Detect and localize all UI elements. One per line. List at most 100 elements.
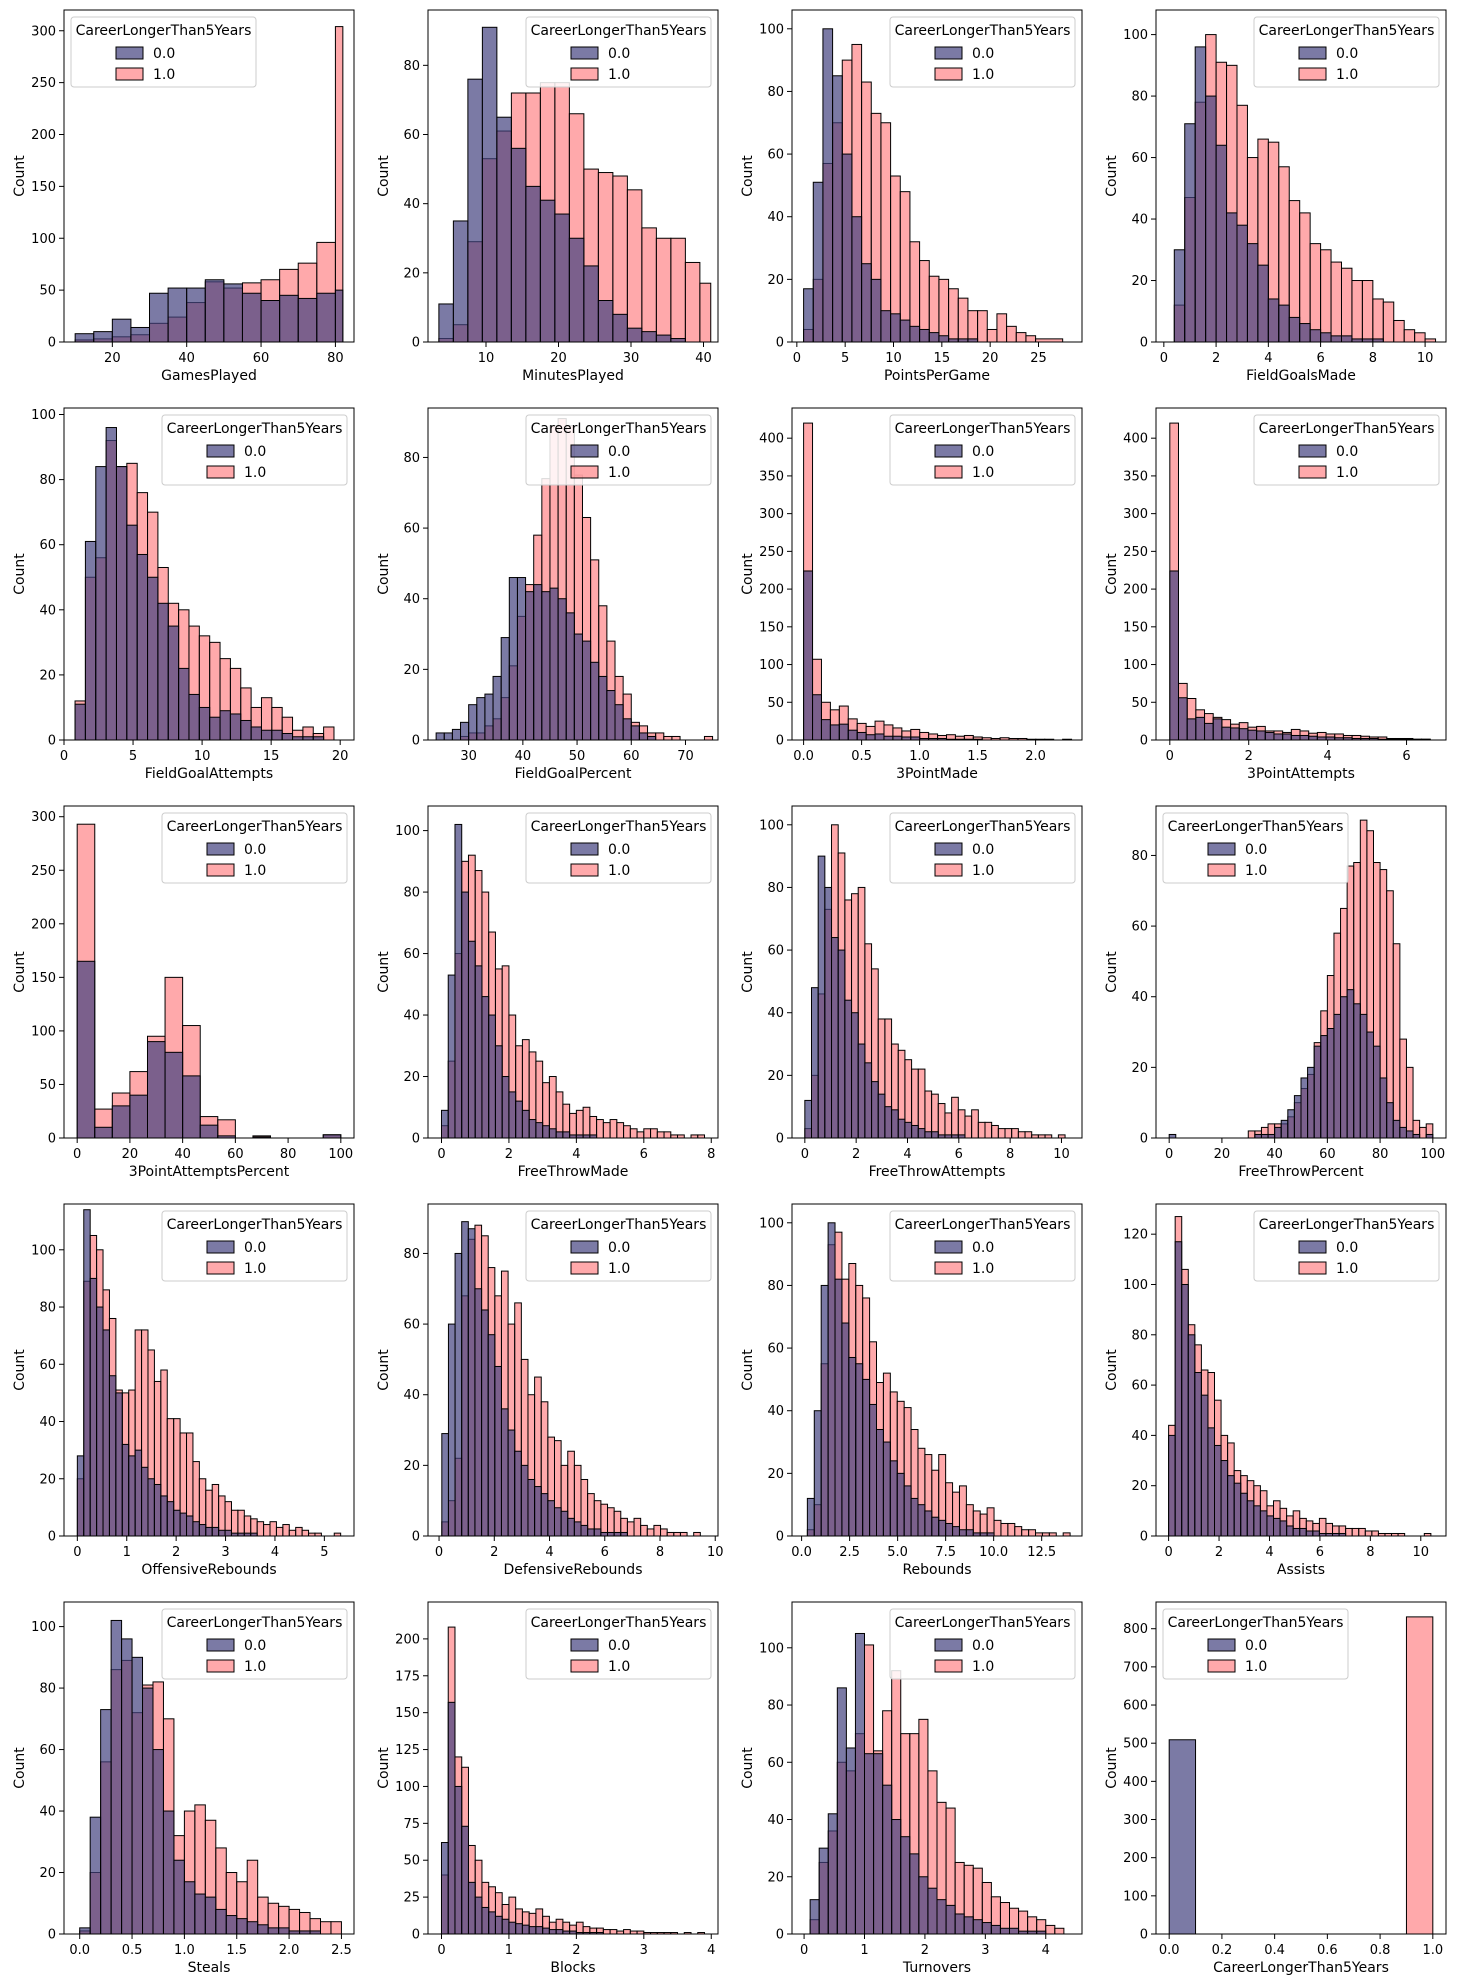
y-tick-label: 50	[403, 1854, 420, 1869]
y-tick-label: 50	[39, 284, 56, 299]
x-tick-label: 20	[982, 351, 999, 366]
x-axis-label: 3PointAttemptsPercent	[129, 1164, 290, 1180]
neg-bar	[179, 1512, 188, 1536]
y-tick-label: 150	[31, 971, 56, 986]
legend-title: CareerLongerThan5Years	[531, 819, 707, 835]
pos-bar	[948, 288, 959, 342]
bars-rebounds	[806, 1222, 1071, 1536]
pos-bar	[1386, 890, 1394, 1138]
neg-bar	[1187, 1334, 1196, 1536]
y-tick-label: 250	[31, 76, 56, 91]
y-tick-label: 150	[395, 1706, 420, 1721]
neg-bar	[487, 1334, 496, 1536]
x-tick-label: 60	[227, 1147, 244, 1162]
neg-bar	[896, 1472, 905, 1536]
y-tick-label: 40	[1131, 213, 1148, 228]
y-tick-label: 80	[403, 1247, 420, 1262]
neg-bar	[1425, 1133, 1434, 1138]
y-tick-label: 20	[1131, 1061, 1148, 1076]
pos-bar	[1045, 1924, 1056, 1934]
legend-label: 0.0	[244, 444, 266, 460]
y-tick-label: 100	[31, 232, 56, 247]
x-tick-label: 0	[60, 749, 68, 764]
bars-assists	[1168, 1216, 1432, 1536]
neg-bar	[865, 734, 876, 740]
neg-bar	[904, 1121, 913, 1138]
pos-bar	[666, 1531, 675, 1536]
neg-bar	[928, 332, 940, 342]
pos-bar	[663, 735, 673, 740]
x-tick-label: 4	[271, 1545, 279, 1560]
chart-turnovers: 0 1 2 3 4020406080100TurnoversCountCareerLon…	[740, 1601, 1083, 1976]
pos-bar	[269, 1521, 277, 1536]
y-tick-label: 600	[1123, 1699, 1148, 1714]
legend-swatch-0-0	[206, 1240, 235, 1254]
neg-bar	[312, 736, 325, 740]
axes-frame	[791, 805, 1083, 1139]
chart-offensiverebounds: 0 1 2 3 4 5 0 20 40 60 80 100 OffensiveRebounds Count…	[12, 1203, 355, 1578]
neg-bar	[278, 1927, 290, 1934]
neg-bar	[467, 78, 483, 342]
neg-bar	[622, 718, 632, 740]
x-tick-label: 80	[1372, 1147, 1389, 1162]
x-tick-label: 6	[1402, 749, 1410, 764]
legend: CareerLongerThan5Years 0.0 1.0	[161, 1210, 348, 1282]
pos-bar	[1351, 1527, 1360, 1536]
x-tick-label: 7.5	[935, 1545, 956, 1560]
x-tick-label: 0	[437, 1943, 445, 1958]
legend-label: 0.0	[608, 444, 630, 460]
y-tick-label: 20	[403, 266, 420, 281]
y-tick-label: 0	[776, 1928, 784, 1943]
x-tick-label: 0	[1165, 1147, 1173, 1162]
x-tick-label: 40	[178, 351, 195, 366]
neg-bar	[121, 1443, 130, 1536]
neg-bar	[655, 334, 672, 342]
pos-bar	[972, 1510, 981, 1536]
pos-bar	[967, 310, 979, 342]
x-tick-label: 6	[1316, 1545, 1324, 1560]
pos-bar	[1419, 1126, 1427, 1138]
neg-bar	[883, 735, 894, 740]
neg-bar	[205, 1526, 213, 1536]
bars-steals	[79, 1619, 342, 1934]
pos-bar	[1247, 1130, 1256, 1138]
pos-bar	[301, 1529, 310, 1536]
neg-bar	[999, 1927, 1010, 1934]
pos-bar	[643, 1128, 652, 1138]
neg-bar	[1412, 1133, 1421, 1138]
neg-bar	[562, 1131, 571, 1138]
legend-swatch-0-0	[570, 1638, 599, 1652]
neg-bar	[1186, 718, 1197, 740]
legend-label: 1.0	[1336, 1261, 1358, 1277]
legend: CareerLongerThan5Years 0.0 1.0	[1253, 1210, 1440, 1282]
neg-bar	[557, 598, 567, 740]
x-tick-label: 5	[320, 1545, 328, 1560]
y-tick-label: 100	[31, 408, 56, 423]
bars-3pointmade	[803, 422, 1073, 740]
neg-bar	[899, 319, 911, 342]
legend-title: CareerLongerThan5Years	[531, 421, 707, 437]
neg-bar	[110, 1619, 123, 1934]
neg-bar	[225, 1915, 238, 1934]
neg-bar	[593, 1528, 602, 1536]
legend-swatch-0-0	[570, 1240, 599, 1254]
neg-bar	[297, 297, 318, 342]
x-tick-label: 0	[437, 1147, 445, 1162]
y-tick-label: 40	[403, 1009, 420, 1024]
y-tick-label: 100	[31, 1024, 56, 1039]
axes-frame	[63, 1601, 355, 1935]
neg-bar	[316, 292, 336, 342]
neg-bar	[126, 524, 138, 740]
neg-bar	[1346, 989, 1355, 1138]
neg-bar	[1330, 335, 1342, 342]
neg-bar	[1194, 1372, 1202, 1536]
legend-label: 0.0	[153, 46, 175, 62]
y-axis-label: Count	[740, 1349, 756, 1391]
neg-bar	[515, 1100, 523, 1138]
chart-gamesplayed: 20 40 60 80 0 50 100 150 200 250 300 GamesPlayed Cou…	[12, 9, 355, 384]
y-axis-label: Count	[376, 155, 392, 197]
neg-bar	[215, 1908, 227, 1934]
legend: CareerLongerThan5Years 0.0 1.0	[1162, 812, 1349, 884]
y-tick-label: 80	[39, 1682, 56, 1697]
y-tick-label: 700	[1123, 1660, 1148, 1675]
